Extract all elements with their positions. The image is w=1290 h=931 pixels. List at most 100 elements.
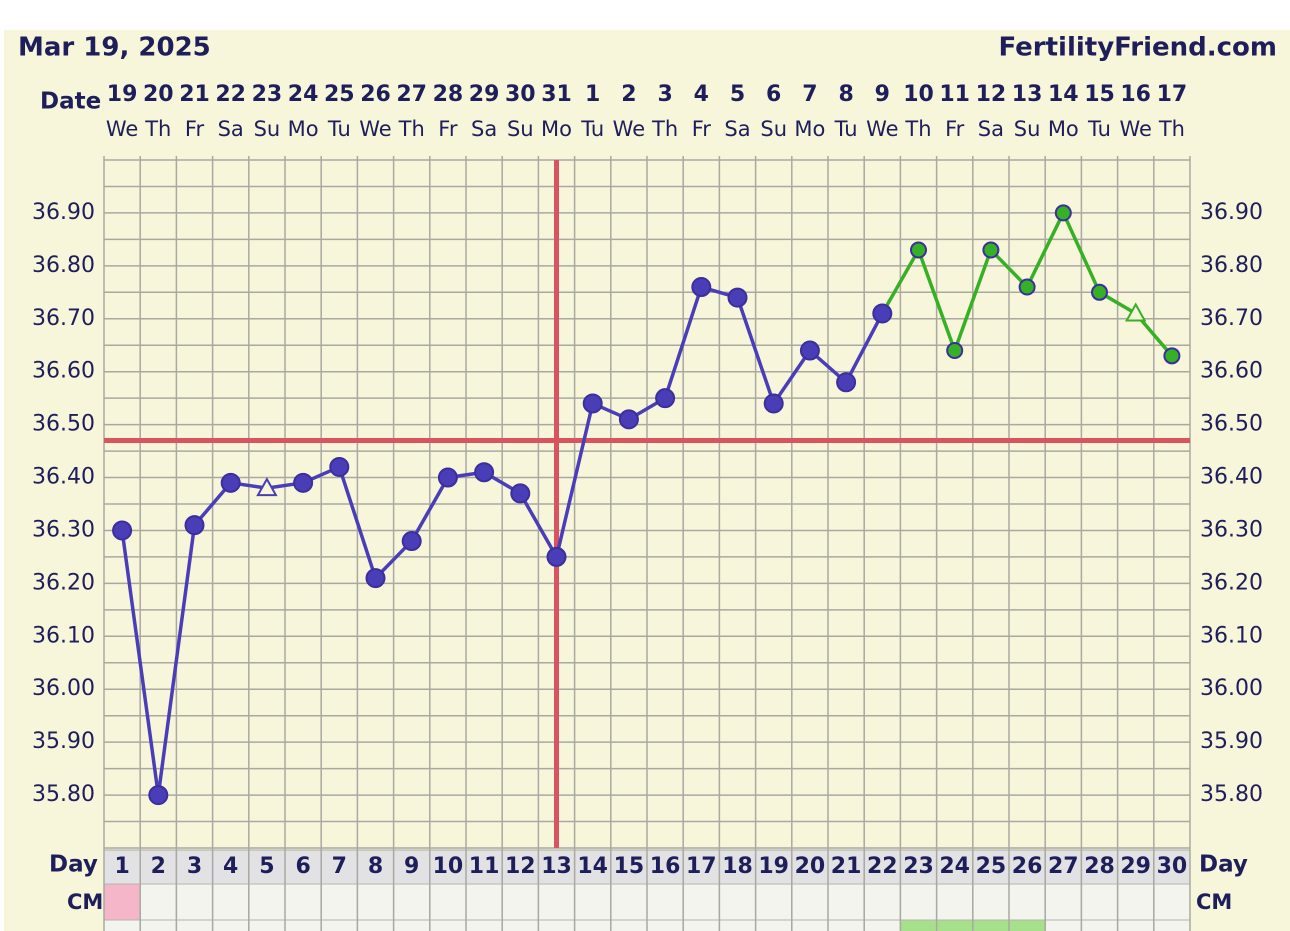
weekday: We: [106, 117, 138, 141]
day-cell: [899, 849, 938, 885]
cm-cell: [936, 883, 974, 921]
cm-cell: [103, 883, 141, 921]
row-cell: [972, 919, 1010, 931]
temperature-marker: [872, 303, 893, 324]
weekday: Sa: [471, 117, 497, 141]
cm-cell: [610, 883, 648, 921]
weekday: Th: [651, 117, 678, 141]
y-tick-label: 36.50: [32, 412, 95, 437]
day-number: 2: [151, 854, 166, 879]
date-number: 2: [621, 82, 636, 107]
weekday: Th: [144, 117, 171, 141]
cm-cell: [356, 883, 395, 921]
date-number: 6: [766, 82, 781, 107]
y-tick-label: 36.90: [32, 200, 95, 225]
temperature-marker: [1163, 347, 1181, 365]
weekday: We: [359, 117, 391, 141]
day-number: 14: [577, 854, 608, 879]
date-number: 16: [1120, 82, 1151, 107]
date-number: 24: [288, 82, 319, 107]
temperature-marker: [836, 372, 857, 393]
date-number: 13: [1012, 82, 1043, 107]
day-number: 7: [332, 854, 347, 879]
temperature-marker: [510, 483, 531, 504]
date-number: 20: [143, 82, 174, 107]
day-cell: [972, 849, 1010, 885]
date-label: Date: [40, 89, 101, 115]
y-tick-label-right: 36.20: [1200, 570, 1263, 595]
day-number: 23: [903, 854, 934, 879]
day-number: 9: [404, 854, 419, 879]
row-cell: [284, 919, 322, 931]
day-number: 11: [469, 854, 500, 879]
weekday: Mo: [794, 117, 825, 141]
row-cell: [212, 919, 250, 931]
y-tick-label-right: 36.40: [1200, 465, 1263, 490]
y-tick-label-right: 36.70: [1200, 306, 1263, 331]
day-number: 15: [614, 854, 645, 879]
y-tick-label-right: 36.50: [1200, 412, 1263, 437]
row-cell: [175, 919, 214, 931]
temperature-marker: [982, 241, 1000, 259]
date-number: 8: [838, 82, 853, 107]
temperature-marker: [910, 241, 927, 259]
day-number: 29: [1120, 854, 1151, 879]
row-cell: [1117, 919, 1155, 931]
date-number: 1: [585, 82, 600, 107]
weekday: Tu: [834, 117, 858, 141]
weekday: Sa: [978, 117, 1004, 141]
y-tick-label: 36.00: [32, 676, 95, 701]
row-cell: [248, 919, 286, 931]
weekday: Tu: [1087, 117, 1111, 141]
cm-cell: [248, 883, 286, 921]
row-cell: [574, 919, 612, 931]
row-cell: [863, 919, 901, 931]
row-cell: [899, 919, 938, 931]
day-number: 22: [867, 854, 898, 879]
y-tick-label-right: 36.00: [1200, 676, 1263, 701]
date-number: 28: [433, 82, 464, 107]
weekday: Fr: [692, 117, 712, 141]
row-cell: [320, 919, 358, 931]
day-cell: [610, 849, 648, 885]
cm-cell: [682, 883, 720, 921]
y-tick-label: 36.70: [32, 306, 95, 331]
row-cell: [501, 919, 539, 931]
day-label-right: Day: [1199, 852, 1248, 878]
cm-cell: [863, 883, 901, 921]
y-tick-label: 36.30: [32, 517, 95, 542]
temperature-marker: [1018, 278, 1036, 296]
day-cell: [936, 849, 974, 885]
date-number: 3: [657, 82, 672, 107]
cm-cell: [755, 883, 793, 921]
row-cell: [1044, 919, 1082, 931]
weekday: Fr: [185, 117, 205, 141]
cm-cell: [429, 883, 467, 921]
day-number: 24: [939, 854, 970, 879]
y-tick-label: 36.60: [32, 359, 95, 384]
temperature-marker: [365, 568, 386, 589]
y-tick-label: 35.90: [32, 729, 95, 754]
chart-title: Mar 19, 2025: [18, 33, 211, 63]
cm-cell: [320, 883, 358, 921]
y-tick-label: 36.10: [32, 623, 95, 648]
y-tick-label: 36.40: [32, 465, 95, 490]
day-number: 12: [505, 854, 536, 879]
cm-cell: [501, 883, 539, 921]
temperature-marker: [184, 515, 205, 536]
weekday: Sa: [218, 117, 244, 141]
date-number: 7: [802, 82, 817, 107]
weekday: Mo: [288, 117, 319, 141]
row-cell: [1153, 919, 1191, 931]
weekday: Mo: [541, 117, 572, 141]
day-number: 3: [187, 854, 202, 879]
weekday: Mo: [1048, 117, 1079, 141]
cm-cell: [718, 883, 757, 921]
row-cell: [356, 919, 395, 931]
temperature-marker: [474, 462, 495, 483]
day-number: 18: [722, 854, 753, 879]
date-number: 5: [730, 82, 745, 107]
weekday: We: [613, 117, 645, 141]
